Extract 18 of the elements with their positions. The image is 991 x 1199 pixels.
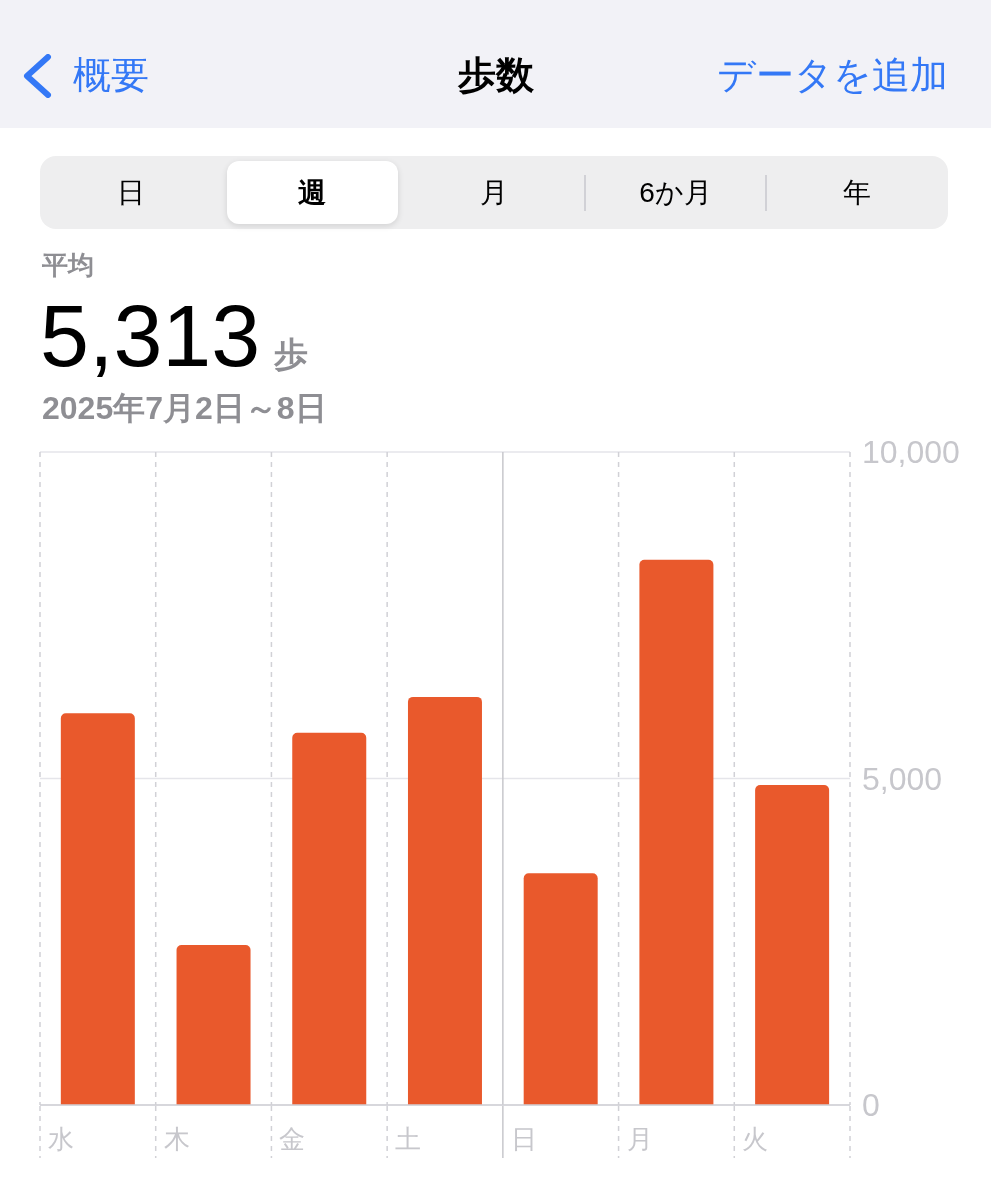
x-tick-label: 金: [279, 1124, 306, 1154]
x-tick-label: 日: [510, 1124, 537, 1154]
x-tick-label: 木: [163, 1124, 190, 1154]
x-tick-label: 月: [626, 1124, 653, 1154]
y-tick-label: 0: [862, 1087, 880, 1124]
chart-subtitle: 2025年7月2日～8日: [42, 390, 327, 426]
text: 歩: [274, 334, 309, 375]
text: 概要: [73, 53, 149, 98]
chart-title: 歩数: [457, 54, 534, 96]
y-tick-label: 5,000: [862, 760, 943, 797]
x-tick-label: 水: [48, 1124, 74, 1154]
text: 平均: [42, 250, 94, 280]
x-tick-label: 土: [395, 1124, 422, 1154]
x-tick-label: 火: [742, 1124, 769, 1154]
text: データを追加: [717, 53, 948, 98]
text: 5,313: [40, 286, 261, 385]
y-tick-label: 10,000: [862, 434, 960, 471]
segmented-control: 日 週 月 6か月 年: [40, 156, 948, 229]
